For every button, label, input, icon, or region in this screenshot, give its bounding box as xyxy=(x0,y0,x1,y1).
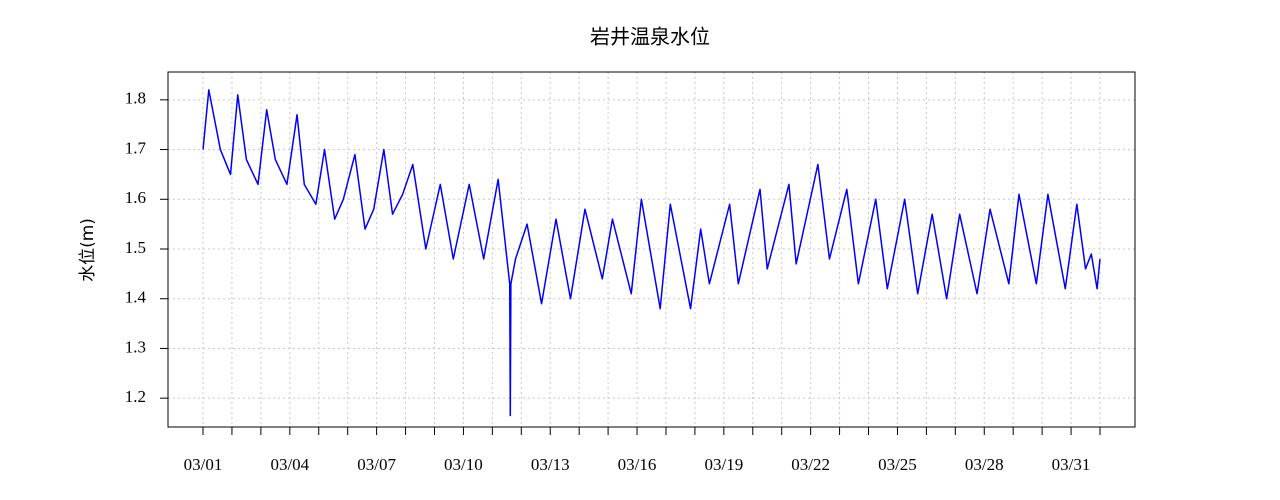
x-tick-label: 03/19 xyxy=(704,455,743,474)
y-tick-label: 1.2 xyxy=(125,387,146,406)
x-tick-label: 03/07 xyxy=(357,455,396,474)
y-tick-label: 1.4 xyxy=(125,288,147,307)
x-tick-label: 03/25 xyxy=(878,455,917,474)
y-tick-label: 1.5 xyxy=(125,238,146,257)
x-tick-label: 03/22 xyxy=(791,455,830,474)
x-tick-label: 03/28 xyxy=(965,455,1004,474)
x-tick-label: 03/01 xyxy=(184,455,223,474)
chart-title: 岩井温泉水位 xyxy=(590,25,710,49)
x-tick-label: 03/04 xyxy=(270,455,309,474)
x-tick-label: 03/31 xyxy=(1052,455,1091,474)
data-line xyxy=(202,89,1101,417)
x-tick-label: 03/10 xyxy=(444,455,483,474)
y-tick-label: 1.6 xyxy=(125,188,146,207)
x-tick-label: 03/16 xyxy=(618,455,657,474)
y-axis-label: 水位(m) xyxy=(78,218,98,282)
x-tick-label: 03/13 xyxy=(531,455,570,474)
y-tick-label: 1.3 xyxy=(125,337,146,356)
plot-frame xyxy=(167,71,1136,428)
y-tick-label: 1.8 xyxy=(125,89,146,108)
y-tick-label: 1.7 xyxy=(125,138,147,157)
